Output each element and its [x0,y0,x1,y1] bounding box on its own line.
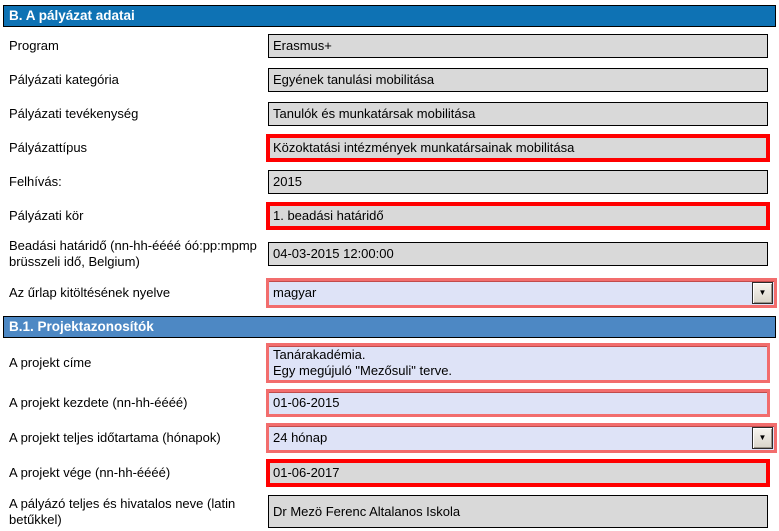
projekt-kezdete-field[interactable]: 01-06-2015 [266,389,770,417]
palyazati-tevekenyseg-field: Tanulók és munkatársak mobilitása [268,102,768,126]
urlap-nyelve-label: Az űrlap kitöltésének nyelve [9,285,171,300]
beadasi-hatarido-field: 04-03-2015 12:00:00 [268,242,768,266]
beadasi-hatarido-value: 04-03-2015 12:00:00 [273,246,394,261]
projekt-idotartama-label: A projekt teljes időtartama (hónapok) [9,430,221,445]
form-row: Pályázattípus Közoktatási intézmények mu… [9,134,776,162]
form-row: A projekt vége (nn-hh-éééé) 01-06-2017 [9,459,776,487]
palyazattipus-value: Közoktatási intézmények munkatársainak m… [273,140,575,155]
palyazati-kategoria-label: Pályázati kategória [9,72,119,87]
projekt-kezdete-value: 01-06-2015 [273,395,340,410]
felhivas-value: 2015 [273,174,302,189]
palyazati-kategoria-value: Egyének tanulási mobilitása [273,72,435,87]
program-value: Erasmus+ [273,38,332,53]
form-row: A projekt teljes időtartama (hónapok) 24… [9,423,777,453]
form-row: A pályázó teljes és hivatalos neve (lati… [9,495,776,528]
form-row: A projekt címe Tanárakadémia. Egy megúju… [9,343,776,383]
felhivas-field: 2015 [268,170,768,194]
form-row: A projekt kezdete (nn-hh-éééé) 01-06-201… [9,389,776,417]
palyazati-kategoria-field: Egyének tanulási mobilitása [268,68,768,92]
form-row: Pályázati kör 1. beadási határidő [9,202,776,230]
palyazati-kor-label: Pályázati kör [9,208,84,223]
projekt-kezdete-label: A projekt kezdete (nn-hh-éééé) [9,395,188,410]
projekt-vege-label: A projekt vége (nn-hh-éééé) [9,465,171,480]
form-row: Felhívás: 2015 [9,170,776,194]
dropdown-button[interactable]: ▼ [752,282,773,304]
section-header-b: B. A pályázat adatai [3,5,776,27]
urlap-nyelve-value: magyar [273,285,317,300]
form-row: Pályázati kategória Egyének tanulási mob… [9,68,776,92]
projekt-idotartama-value: 24 hónap [273,430,328,445]
form-row: Beadási határidő (nn-hh-éééé óó:pp:mpmp … [9,238,776,270]
felhivas-label: Felhívás: [9,174,62,189]
palyazati-tevekenyseg-value: Tanulók és munkatársak mobilitása [273,106,476,121]
chevron-down-icon: ▼ [758,288,767,297]
projekt-cime-value: Tanárakadémia. Egy megújuló "Mezősuli" t… [273,347,453,378]
form-row: Pályázati tevékenység Tanulók és munkatá… [9,102,776,126]
urlap-nyelve-select[interactable]: magyar ▼ [266,278,777,308]
projekt-cime-label: A projekt címe [9,355,92,370]
projekt-idotartama-select[interactable]: 24 hónap ▼ [266,423,777,453]
palyazo-neve-value: Dr Mezö Ferenc Altalanos Iskola [273,503,461,519]
chevron-down-icon: ▼ [758,433,767,442]
palyazattipus-label: Pályázattípus [9,140,88,155]
palyazati-tevekenyseg-label: Pályázati tevékenység [9,106,139,121]
form-row: Program Erasmus+ [9,34,776,58]
form-row: Az űrlap kitöltésének nyelve magyar ▼ [9,278,777,308]
dropdown-button[interactable]: ▼ [752,427,773,449]
palyazati-kor-value: 1. beadási határidő [273,208,384,223]
projekt-vege-value: 01-06-2017 [273,465,340,480]
projekt-vege-field: 01-06-2017 [266,459,770,487]
palyazati-kor-field: 1. beadási határidő [266,202,770,230]
palyazo-neve-label: A pályázó teljes és hivatalos neve (lati… [9,495,236,527]
palyazo-neve-field: Dr Mezö Ferenc Altalanos Iskola [268,495,768,528]
section-header-b1: B.1. Projektazonosítók [3,316,776,338]
projekt-cime-field[interactable]: Tanárakadémia. Egy megújuló "Mezősuli" t… [266,343,770,383]
program-label: Program [9,38,59,53]
program-field: Erasmus+ [268,34,768,58]
beadasi-hatarido-label: Beadási határidő (nn-hh-éééé óó:pp:mpmp … [9,238,257,269]
palyazattipus-field: Közoktatási intézmények munkatársainak m… [266,134,770,162]
